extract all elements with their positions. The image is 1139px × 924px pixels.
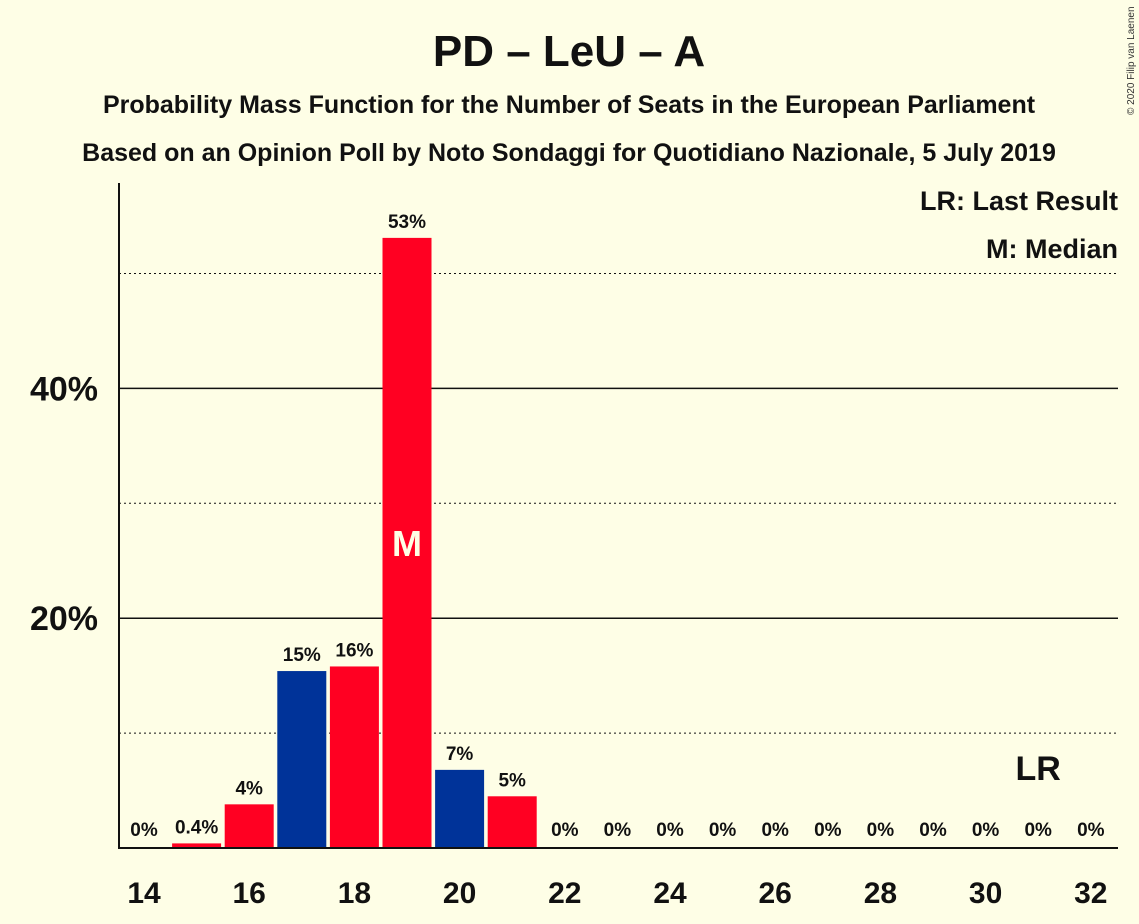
- data-label-seat-27: 0%: [814, 820, 842, 841]
- bar-seat-19: [382, 237, 432, 849]
- y-tick-label: 20%: [30, 600, 98, 638]
- data-label-seat-21: 5%: [498, 770, 526, 791]
- chart-subtitle-2: Based on an Opinion Poll by Noto Sondagg…: [82, 139, 1056, 167]
- bar-seat-16: [224, 804, 274, 848]
- data-label-seat-24: 0%: [656, 820, 684, 841]
- y-ticks: 20% 40%: [30, 370, 98, 638]
- x-tick-label: 18: [338, 877, 371, 910]
- x-tick-label: 16: [233, 877, 266, 910]
- bar-seat-17: [277, 671, 327, 848]
- y-tick-label: 40%: [30, 370, 98, 408]
- data-label-seat-29: 0%: [919, 820, 947, 841]
- bar-seat-15: [172, 843, 222, 848]
- copyright-note: © 2020 Filip van Laenen: [1126, 6, 1137, 115]
- data-label-seat-15: 0.4%: [175, 817, 218, 838]
- x-tick-label: 24: [653, 877, 687, 910]
- data-label-seat-22: 0%: [551, 820, 579, 841]
- data-label-seat-31: 0%: [1024, 820, 1052, 841]
- median-marker: M: [392, 523, 422, 564]
- last-result-marker: LR: [1016, 750, 1061, 788]
- x-tick-label: 32: [1074, 877, 1107, 910]
- x-tick-label: 22: [548, 877, 581, 910]
- bar-seat-18: [329, 666, 379, 848]
- x-ticks: 14 16 18 20 22 24 26 28 30 32: [127, 877, 1107, 910]
- data-label-seat-23: 0%: [604, 820, 632, 841]
- x-tick-label: 30: [969, 877, 1002, 910]
- data-label-seat-32: 0%: [1077, 820, 1105, 841]
- data-label-seat-19: 53%: [388, 212, 426, 233]
- gridlines: [119, 273, 1118, 734]
- bars: [172, 237, 537, 849]
- data-label-seat-28: 0%: [867, 820, 895, 841]
- bar-seat-20: [435, 769, 485, 848]
- data-label-seat-14: 0%: [130, 820, 158, 841]
- data-label-seat-20: 7%: [446, 744, 474, 765]
- data-label-seat-16: 4%: [235, 778, 263, 799]
- data-label-seat-25: 0%: [709, 820, 737, 841]
- x-tick-label: 20: [443, 877, 476, 910]
- chart-subtitle-1: Probability Mass Function for the Number…: [103, 91, 1036, 119]
- legend-median: M: Median: [986, 234, 1118, 264]
- bar-seat-21: [487, 796, 537, 848]
- x-tick-label: 26: [759, 877, 792, 910]
- data-label-seat-18: 16%: [335, 640, 373, 661]
- chart-title: PD – LeU – A: [433, 27, 705, 76]
- markers: M LR: [392, 523, 1061, 788]
- x-tick-label: 14: [127, 877, 161, 910]
- data-labels: 0% 0.4% 4% 15% 16% 53% 7% 5% 0% 0% 0% 0% 0% 0% 0% 0% 0% 0…: [130, 212, 1104, 841]
- data-label-seat-26: 0%: [761, 820, 789, 841]
- x-tick-label: 28: [864, 877, 897, 910]
- data-label-seat-17: 15%: [283, 645, 321, 666]
- legend-last-result: LR: Last Result: [920, 186, 1118, 216]
- data-label-seat-30: 0%: [972, 820, 1000, 841]
